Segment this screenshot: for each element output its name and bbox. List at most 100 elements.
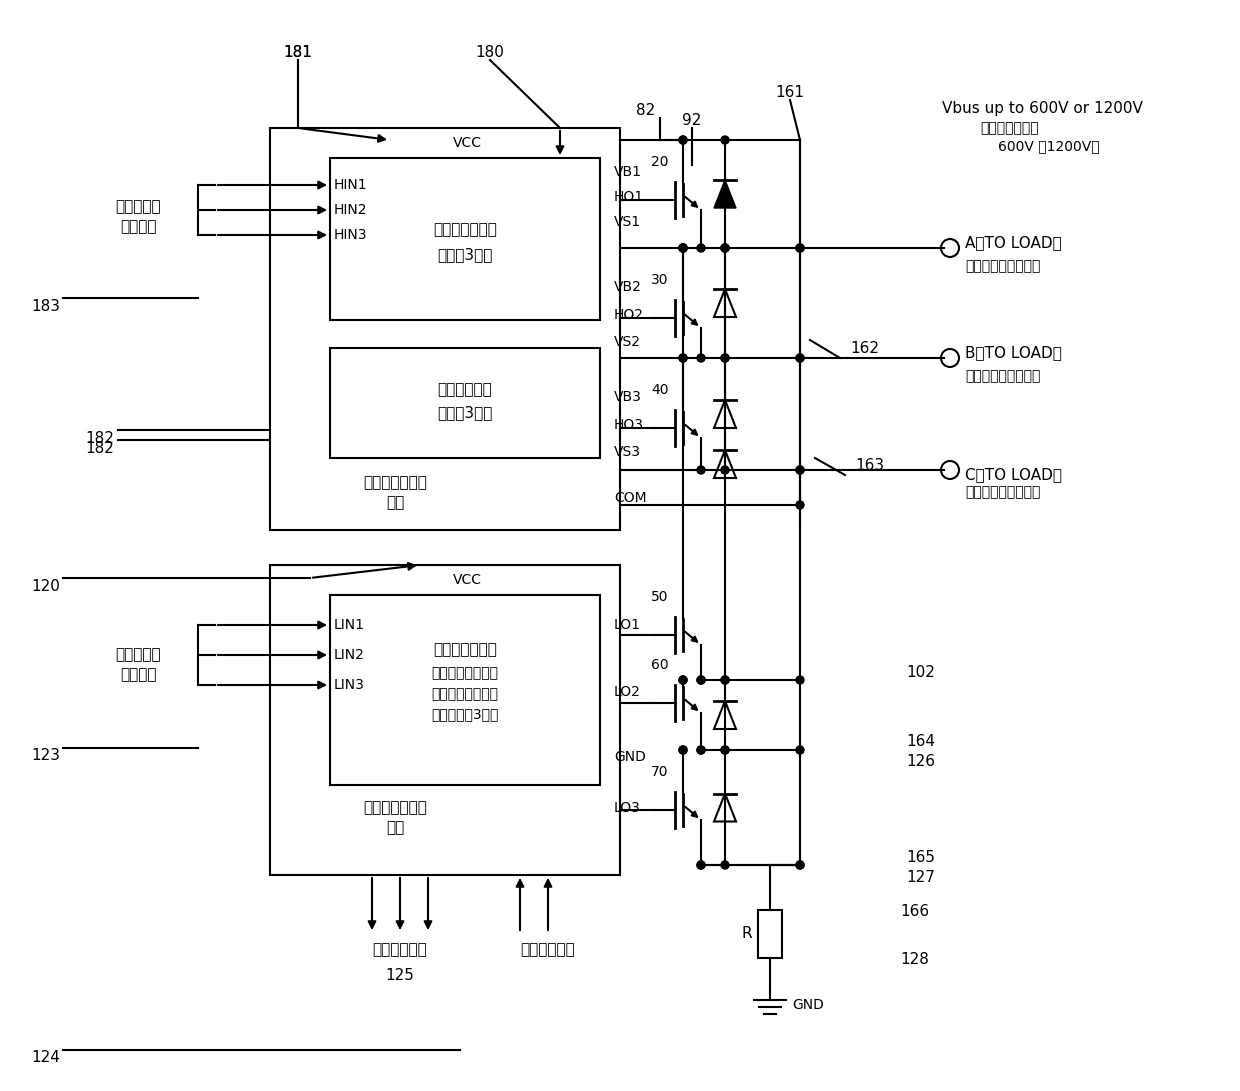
- Circle shape: [697, 746, 706, 754]
- Circle shape: [697, 676, 706, 684]
- Circle shape: [680, 244, 687, 252]
- Bar: [330, 158, 600, 320]
- Text: VB3: VB3: [614, 389, 642, 404]
- Text: 低压侧控制驱动: 低压侧控制驱动: [363, 801, 427, 815]
- Circle shape: [720, 676, 729, 684]
- Text: 165: 165: [906, 850, 935, 864]
- Text: 127: 127: [906, 870, 935, 885]
- Circle shape: [720, 136, 729, 144]
- Circle shape: [680, 676, 687, 684]
- Text: 182: 182: [86, 431, 114, 445]
- Circle shape: [720, 353, 729, 362]
- Text: 166: 166: [900, 904, 929, 920]
- Bar: [270, 128, 620, 530]
- Text: VCC: VCC: [453, 573, 482, 587]
- Text: 163: 163: [856, 457, 884, 472]
- Text: C（TO LOAD）: C（TO LOAD）: [965, 468, 1061, 482]
- Circle shape: [680, 353, 687, 362]
- Circle shape: [720, 244, 729, 252]
- Circle shape: [796, 746, 804, 754]
- Text: 124: 124: [31, 1051, 61, 1066]
- Text: 芯片: 芯片: [386, 820, 404, 836]
- Text: 控制信号: 控制信号: [120, 219, 156, 235]
- Circle shape: [697, 861, 706, 870]
- Circle shape: [796, 466, 804, 473]
- Text: Vbus up to 600V or 1200V: Vbus up to 600V or 1200V: [942, 100, 1143, 116]
- Circle shape: [796, 353, 804, 362]
- Text: 92: 92: [682, 112, 702, 128]
- Text: （接三相电机相线）: （接三相电机相线）: [965, 485, 1040, 499]
- Text: 低压侧逻辑: 低压侧逻辑: [115, 647, 161, 662]
- Text: （共有3路）: （共有3路）: [438, 248, 492, 263]
- Bar: [758, 910, 782, 958]
- Text: 102: 102: [906, 664, 935, 680]
- Text: HO3: HO3: [614, 418, 644, 432]
- Text: A（TO LOAD）: A（TO LOAD）: [965, 236, 1061, 251]
- Text: LO1: LO1: [614, 618, 641, 632]
- Text: HO2: HO2: [614, 308, 644, 322]
- Text: 82: 82: [636, 103, 655, 118]
- Circle shape: [796, 244, 804, 252]
- Text: 50: 50: [651, 590, 668, 604]
- Text: GND: GND: [792, 998, 823, 1012]
- Text: LO2: LO2: [614, 685, 641, 699]
- Text: （共有3路）: （共有3路）: [438, 406, 492, 420]
- Bar: [270, 565, 620, 875]
- Text: 60: 60: [651, 658, 668, 672]
- Text: VS2: VS2: [614, 335, 641, 349]
- Text: 40: 40: [651, 383, 668, 397]
- Circle shape: [720, 676, 729, 684]
- Text: VS3: VS3: [614, 445, 641, 459]
- Circle shape: [796, 244, 804, 252]
- Circle shape: [680, 746, 687, 754]
- Circle shape: [720, 861, 729, 870]
- Text: 高压侧驱动模块: 高压侧驱动模块: [433, 223, 497, 238]
- Text: 高压侧控制驱动: 高压侧控制驱动: [363, 476, 427, 491]
- Text: 600V 或1200V）: 600V 或1200V）: [998, 139, 1100, 153]
- Text: 低压侧驱动模块: 低压侧驱动模块: [433, 643, 497, 658]
- Text: 182: 182: [86, 441, 114, 456]
- Text: 芯片: 芯片: [386, 495, 404, 511]
- Text: 70: 70: [651, 765, 668, 779]
- Text: 保护信号输出: 保护信号输出: [373, 943, 428, 958]
- Text: 电平转移模块: 电平转移模块: [438, 383, 492, 397]
- Circle shape: [680, 676, 687, 684]
- Circle shape: [796, 353, 804, 362]
- Text: LIN1: LIN1: [334, 618, 365, 632]
- Text: 181: 181: [284, 45, 312, 60]
- Circle shape: [680, 244, 687, 252]
- Text: 128: 128: [900, 952, 929, 968]
- Circle shape: [680, 244, 687, 252]
- Text: 123: 123: [31, 748, 61, 764]
- Circle shape: [697, 244, 706, 252]
- Text: HIN1: HIN1: [334, 178, 367, 192]
- Text: 126: 126: [906, 755, 935, 769]
- Circle shape: [720, 746, 729, 754]
- Text: 20: 20: [651, 155, 668, 169]
- Text: VB2: VB2: [614, 280, 642, 293]
- Text: 125: 125: [386, 968, 414, 983]
- Text: HIN3: HIN3: [334, 228, 367, 242]
- Text: LIN3: LIN3: [334, 678, 365, 692]
- Circle shape: [680, 353, 687, 362]
- Bar: [330, 348, 600, 458]
- Circle shape: [720, 746, 729, 754]
- Text: HO1: HO1: [614, 190, 644, 204]
- Text: COM: COM: [614, 491, 646, 505]
- Text: HIN2: HIN2: [334, 203, 367, 217]
- Circle shape: [720, 353, 729, 362]
- Text: LIN2: LIN2: [334, 648, 365, 662]
- Text: VS1: VS1: [614, 215, 641, 229]
- Circle shape: [680, 746, 687, 754]
- Text: B（TO LOAD）: B（TO LOAD）: [965, 346, 1061, 360]
- Text: LO3: LO3: [614, 801, 641, 815]
- Circle shape: [796, 676, 804, 684]
- Text: 120: 120: [31, 578, 61, 594]
- Text: GND: GND: [614, 750, 646, 764]
- Text: 181: 181: [284, 45, 312, 60]
- Circle shape: [796, 501, 804, 509]
- Text: 161: 161: [775, 84, 805, 99]
- Text: R: R: [742, 926, 751, 942]
- Text: 30: 30: [651, 273, 668, 287]
- Text: 162: 162: [849, 340, 879, 356]
